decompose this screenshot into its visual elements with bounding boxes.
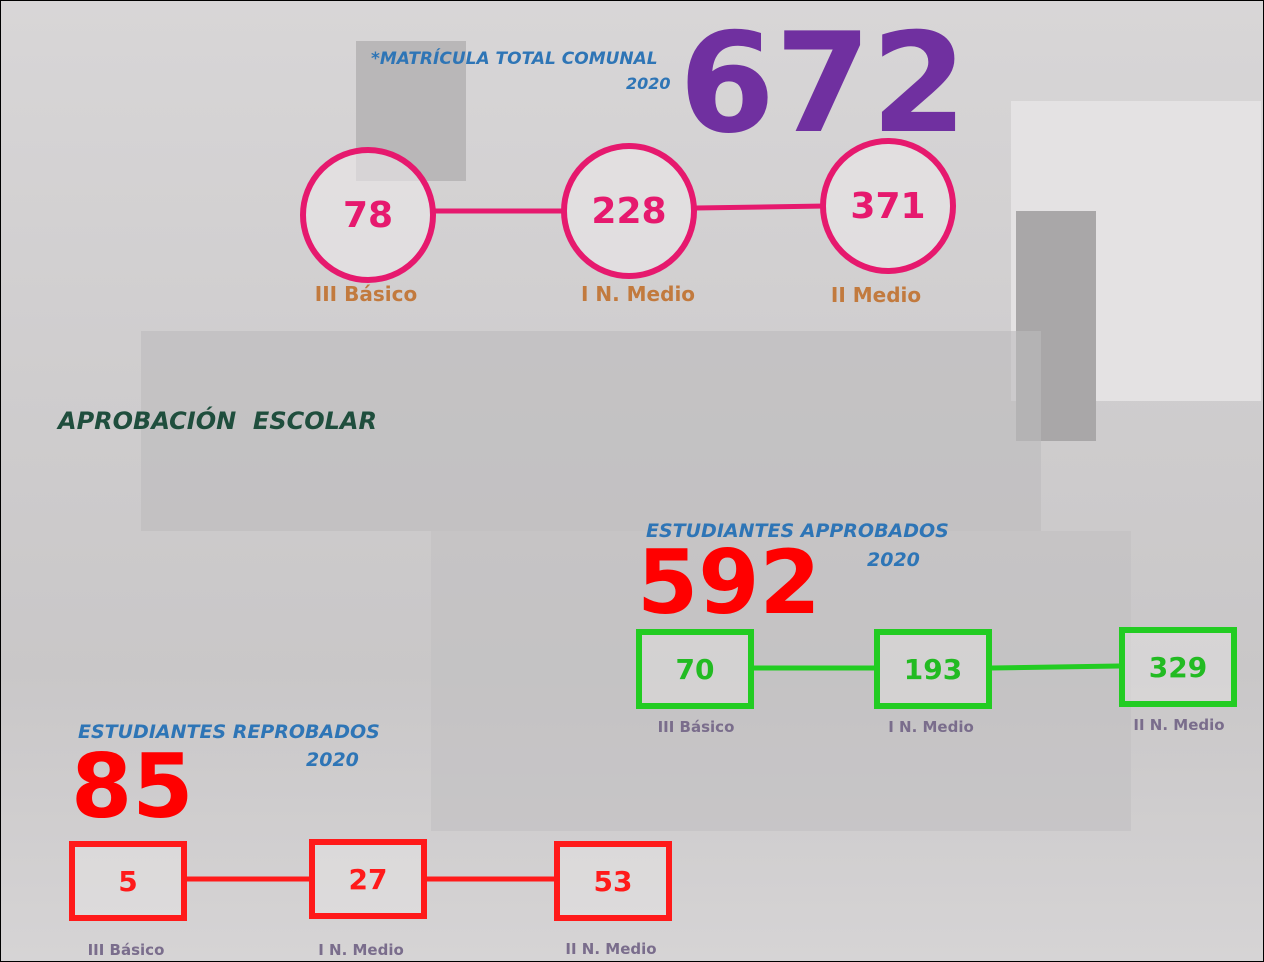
failed-total: 85 [71, 743, 193, 831]
level-label: I N. Medio [851, 718, 1011, 736]
enrollment-total: 672 [679, 15, 967, 153]
level-value: 53 [554, 841, 672, 921]
level-label: I N. Medio [538, 282, 738, 306]
level-value: 371 [820, 138, 956, 274]
level-label: II N. Medio [531, 940, 691, 958]
enrollment-label: *MATRÍCULA TOTAL COMUNAL [371, 49, 658, 69]
level-value: 27 [309, 839, 427, 919]
failed-year: 2020 [306, 749, 359, 771]
approved-year: 2020 [867, 549, 920, 571]
level-value: 78 [300, 147, 436, 283]
connector [992, 666, 1119, 668]
level-value: 329 [1119, 627, 1237, 707]
approved-total: 592 [637, 539, 821, 627]
section-title: APROBACIÓN ESCOLAR [58, 407, 377, 435]
level-label: II Medio [776, 283, 976, 307]
level-value: 228 [561, 143, 697, 279]
level-label: III Básico [616, 718, 776, 736]
connector [696, 206, 826, 208]
level-value: 5 [69, 841, 187, 921]
level-value: 193 [874, 629, 992, 709]
level-value: 70 [636, 629, 754, 709]
level-label: I N. Medio [281, 941, 441, 959]
level-label: II N. Medio [1099, 716, 1259, 734]
level-label: III Básico [266, 282, 466, 306]
slide: *MATRÍCULA TOTAL COMUNAL 2020 672 78 228… [0, 0, 1264, 962]
enrollment-year: 2020 [626, 74, 671, 93]
level-label: III Básico [46, 941, 206, 959]
